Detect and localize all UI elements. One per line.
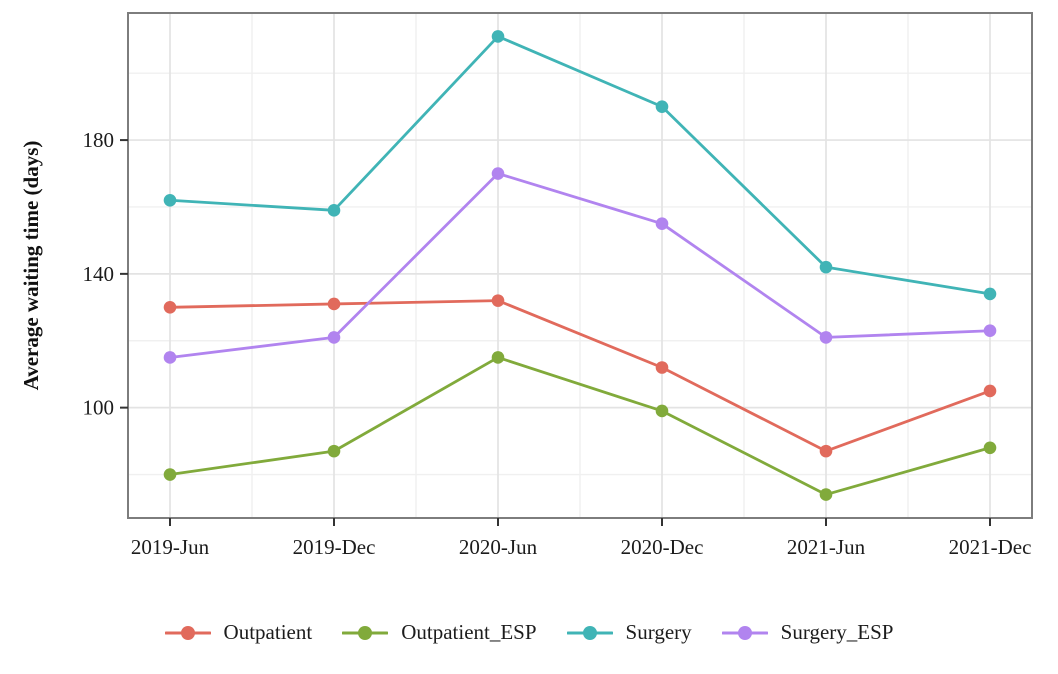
data-point-outpatient_esp xyxy=(491,351,505,364)
data-point-outpatient_esp xyxy=(819,488,833,501)
data-point-surgery xyxy=(327,204,341,217)
x-tick-label: 2019-Jun xyxy=(131,535,210,559)
data-point-surgery_esp xyxy=(819,331,833,344)
legend-item-outpatient: Outpatient xyxy=(164,620,313,645)
legend-label: Surgery xyxy=(625,620,692,644)
legend-line-dot-icon xyxy=(721,625,768,640)
data-point-surgery_esp xyxy=(983,324,997,338)
data-point-outpatient_esp xyxy=(983,441,997,455)
x-tick-label: 2020-Jun xyxy=(459,535,538,559)
x-tick-label: 2020-Dec xyxy=(621,535,704,559)
legend-label: Outpatient_ESP xyxy=(401,620,537,644)
x-tick-label: 2019-Dec xyxy=(293,535,376,559)
series-line-surgery_esp xyxy=(168,172,992,359)
panel-border xyxy=(127,12,1033,519)
legend-item-surgery_esp: Surgery_ESP xyxy=(721,620,894,645)
data-point-outpatient xyxy=(655,361,669,374)
legend-item-surgery: Surgery xyxy=(566,620,692,645)
y-tick-label: 140 xyxy=(83,262,115,286)
data-point-surgery xyxy=(819,260,833,274)
series-line-outpatient xyxy=(168,299,992,453)
data-point-outpatient_esp xyxy=(655,404,669,418)
legend: Outpatient Outpatient_ESP Surgery Surgery_E… xyxy=(0,620,1058,645)
data-point-surgery xyxy=(983,287,997,301)
y-tick-label: 180 xyxy=(83,128,115,152)
data-point-surgery_esp xyxy=(655,217,669,230)
data-point-surgery_esp xyxy=(163,351,177,364)
data-point-surgery_esp xyxy=(491,167,505,180)
legend-line-dot-icon xyxy=(342,625,389,640)
data-point-outpatient_esp xyxy=(327,444,341,458)
legend-line-dot-icon xyxy=(566,625,613,640)
series-line-outpatient_esp xyxy=(168,356,992,496)
data-point-outpatient xyxy=(819,444,833,458)
legend-label: Outpatient xyxy=(223,620,313,644)
data-point-outpatient_esp xyxy=(163,468,177,481)
data-point-outpatient xyxy=(491,294,505,307)
data-point-surgery_esp xyxy=(327,331,341,344)
x-tick-label: 2021-Jun xyxy=(787,535,866,559)
legend-line-dot-icon xyxy=(164,625,211,640)
y-tick-label: 100 xyxy=(83,396,115,420)
data-point-surgery xyxy=(163,193,177,207)
data-point-outpatient xyxy=(983,384,997,398)
x-tick-label: 2021-Dec xyxy=(949,535,1032,559)
data-point-surgery xyxy=(491,30,505,43)
legend-item-outpatient_esp: Outpatient_ESP xyxy=(342,620,537,645)
data-point-outpatient xyxy=(163,301,177,314)
data-point-surgery xyxy=(655,100,669,113)
legend-label: Surgery_ESP xyxy=(780,620,894,644)
series-line-surgery xyxy=(168,35,992,296)
y-axis-title: Average waiting time (days) xyxy=(19,141,43,391)
data-point-outpatient xyxy=(327,297,341,311)
